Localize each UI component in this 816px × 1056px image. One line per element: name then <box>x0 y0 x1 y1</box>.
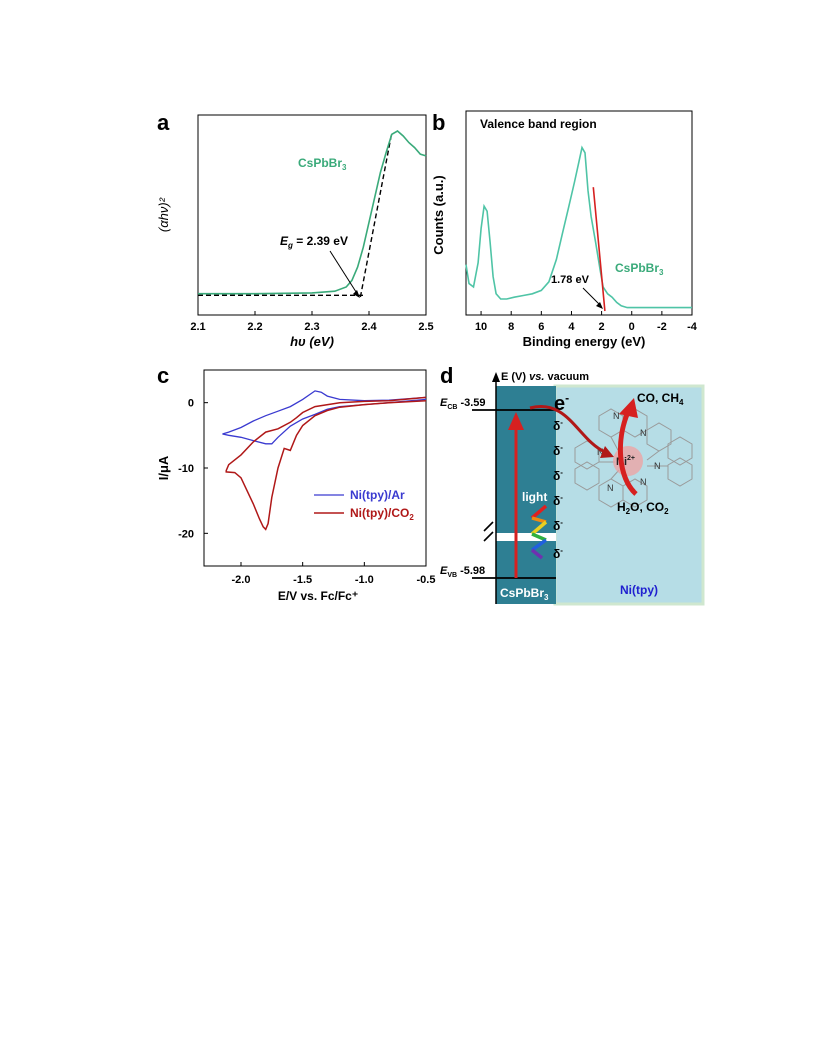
panel-b-x-tick-label: 0 <box>629 321 635 333</box>
panel-c-y-axis-label: I/μA <box>156 455 171 480</box>
panel-a-x-tick-label: 2.1 <box>190 321 205 333</box>
panel-d-delta-charge: δ- <box>553 418 563 433</box>
panel-c-label: c <box>157 363 169 388</box>
panel-d-catalyst-background <box>553 384 705 606</box>
panel-b-vbm-annotation: 1.78 eV <box>551 274 590 286</box>
panel-d-break-mark-2 <box>483 531 494 542</box>
panel-a-absorption-curve <box>198 130 427 295</box>
panel-a-eg-annotation: Eg = 2.39 eV <box>280 234 348 250</box>
panel-a-y-axis-label: (αhν)² <box>156 197 171 232</box>
panel-a-frame <box>197 114 427 316</box>
panel-d-light-wave <box>530 504 548 560</box>
panel-c-x-tick-label: -1.5 <box>293 574 312 586</box>
panel-b-title: Valence band region <box>480 117 597 131</box>
panel-b-valence-curve <box>465 145 692 309</box>
panel-c-y-tick-label: -20 <box>178 528 194 540</box>
panel-a-x-tick-label: 2.3 <box>304 321 319 333</box>
panel-d-delta-charge: δ- <box>553 468 563 483</box>
panel-d-reduction-arrowhead <box>619 398 638 418</box>
panel-c-curve-co2 <box>225 396 427 531</box>
panel-a-x-tick-label: 2.4 <box>361 321 377 333</box>
panel-b-x-ticks: 10 8 6 4 2 0 -2 -4 <box>475 311 698 333</box>
panel-d-bandgap-break <box>496 533 556 541</box>
panel-d-n-atom: N <box>607 483 614 493</box>
panel-d-break-mark-1 <box>483 521 494 532</box>
panel-b-x-tick-label: 4 <box>568 321 575 333</box>
panel-c-curve-ar <box>222 390 427 445</box>
panel-b-x-tick-label: 8 <box>508 321 514 333</box>
panel-d-light-label: light <box>522 490 547 504</box>
panel-b-x-tick-label: -2 <box>657 321 667 333</box>
panel-b-x-tick-label: -4 <box>687 321 698 333</box>
panel-d-reactants: H2O, CO2 <box>617 500 669 516</box>
panel-a-x-axis-label: hυ (eV) <box>290 334 334 349</box>
panel-a-x-tick-label: 2.2 <box>247 321 262 333</box>
panel-a-eg-arrowhead <box>353 290 360 298</box>
panel-a-x-tick-label: 2.5 <box>418 321 433 333</box>
panel-d-n-atom: N <box>640 477 647 487</box>
panel-b-vbm-arrowhead <box>596 302 603 309</box>
panel-d-products: CO, CH4 <box>637 391 684 407</box>
panel-b-y-axis-label: Counts (a.u.) <box>431 175 446 254</box>
panel-d-energy-axis-arrowhead <box>492 372 500 382</box>
panel-b-x-axis-label: Binding energy (eV) <box>523 334 646 349</box>
panel-d-n-atom: N <box>613 411 620 421</box>
panel-d-electron: e- <box>554 391 569 415</box>
panel-d-delta-charge: δ- <box>553 493 563 508</box>
panel-c-legend-co2: Ni(tpy)/CO2 <box>350 506 414 522</box>
panel-b-edge-fit <box>592 187 606 312</box>
panel-c-x-tick-label: -0.5 <box>417 574 436 586</box>
panel-d-n-atom: N <box>654 461 661 471</box>
panel-d-n-atom: N <box>640 428 647 438</box>
panel-b-x-tick-label: 2 <box>599 321 605 333</box>
panel-d-evb-label: EVB -5.98 <box>440 565 485 579</box>
panel-b-series-label: CsPbBr3 <box>615 261 664 277</box>
panel-d-delta-charge: δ- <box>553 518 563 533</box>
panel-d-excitation-arrowhead <box>508 412 524 430</box>
panel-a-edge-fit <box>359 132 393 298</box>
panel-c-y-tick-label: 0 <box>188 398 194 410</box>
panel-c-x-tick-label: -1.0 <box>355 574 374 586</box>
panel-c: c -2.0 -1.5 -1.0 -0.5 0 -10 -20 I/μA E/V vs. F… <box>156 363 435 603</box>
panel-c-y-tick-label: -10 <box>178 463 194 475</box>
panel-d-nitrogen-atoms: N N N N N N <box>597 411 661 493</box>
panel-b: b Valence band region 10 8 6 4 2 0 -2 -4 Counts… <box>431 110 698 349</box>
panel-d-catalyst-label: Ni(tpy) <box>620 583 658 597</box>
panel-b-x-tick-label: 10 <box>475 321 487 333</box>
panel-d-electron-transfer-arrowhead <box>600 446 614 458</box>
panel-a-label: a <box>157 110 170 135</box>
panel-b-frame <box>465 110 693 316</box>
panel-d-axis-title: E (V) vs. vacuum <box>501 371 589 383</box>
panel-c-ticks: -2.0 -1.5 -1.0 -0.5 0 -10 -20 <box>178 398 435 586</box>
panel-d-electron-transfer-arrow <box>529 405 606 454</box>
panel-a-x-ticks: 2.1 2.2 2.3 2.4 2.5 <box>190 311 434 333</box>
panel-a: a 2.1 2.2 2.3 2.4 2.5 (αhν)² hυ (eV) CsPbBr3… <box>156 110 434 349</box>
panel-d-reduction-arrow <box>617 411 638 496</box>
panel-d-semiconductor-block <box>496 386 556 604</box>
panel-c-legend-ar: Ni(tpy)/Ar <box>350 488 405 502</box>
panel-d-delta-charge: δ- <box>553 443 563 458</box>
panel-d-material-label: CsPbBr3 <box>500 586 549 602</box>
panel-d-partial-charges: δ-δ-δ-δ-δ-δ- <box>553 418 563 561</box>
panel-d-delta-charge: δ- <box>553 546 563 561</box>
panel-d-label: d <box>440 363 453 388</box>
panel-b-label: b <box>432 110 445 135</box>
panel-a-series-label: CsPbBr3 <box>298 156 347 172</box>
panel-a-eg-arrow <box>329 250 359 296</box>
panel-c-x-tick-label: -2.0 <box>232 574 251 586</box>
panel-b-vbm-arrow <box>582 287 602 307</box>
panel-d: d E (V) vs. vacuum ECB -3.59 EVB -5.98 lig… <box>440 363 705 606</box>
panel-d-n-atom: N <box>597 447 604 457</box>
panel-b-x-tick-label: 6 <box>538 321 544 333</box>
panel-d-ecb-label: ECB -3.59 <box>440 397 486 411</box>
panel-c-x-axis-label: E/V vs. Fc/Fc⁺ <box>278 589 358 603</box>
